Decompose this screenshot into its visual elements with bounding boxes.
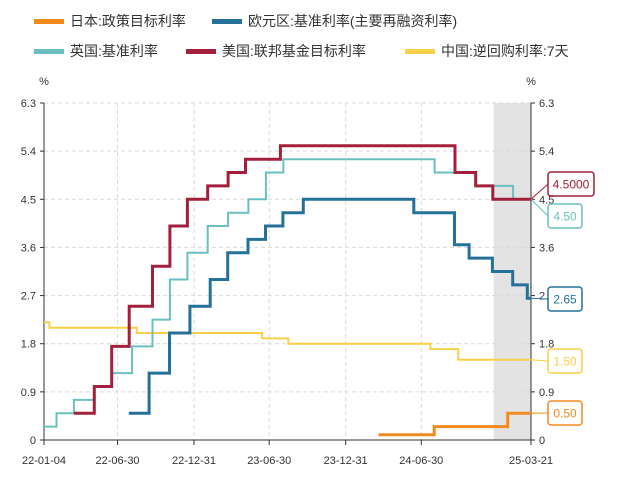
x-tick-label: 23-12-31 — [324, 455, 368, 467]
y-tick-label-left: 2.7 — [21, 291, 36, 303]
legend-label: 欧元区:基准利率(主要再融资利率) — [248, 13, 457, 29]
end-label-connector — [530, 359, 549, 362]
legend-item: 英国:基准利率 — [34, 43, 158, 59]
legend-label: 中国:逆回购利率:7天 — [441, 43, 569, 59]
legend-item: 日本:政策目标利率 — [34, 13, 186, 29]
end-label-box — [547, 171, 595, 197]
legend-swatch — [212, 19, 242, 24]
end-label-box — [547, 400, 583, 426]
y-tick-label-left: 1.8 — [21, 339, 36, 351]
end-label-connector — [530, 183, 549, 200]
series-line-0 — [378, 411, 531, 437]
end-label-text: 0.50 — [553, 407, 577, 421]
end-label-connector — [530, 198, 549, 217]
series-line-3 — [73, 144, 531, 415]
end-label-box — [547, 203, 583, 229]
x-tick-label: 24-06-30 — [399, 455, 443, 467]
grid-layer — [44, 102, 531, 440]
axis-layer: 0 00.9 0.91.8 1.82.7 2.73.6 3.64.5 4.55.4 5.46.… — [21, 76, 555, 467]
series-line-1 — [128, 197, 531, 415]
legend-label: 日本:政策目标利率 — [70, 13, 186, 29]
x-tick-label: 25-03-21 — [509, 455, 553, 467]
y-tick-label-left: 5.4 — [21, 146, 36, 158]
legend-label: 英国:基准利率 — [70, 43, 158, 59]
end-label-text: 2.65 — [553, 293, 577, 307]
end-label-text: 1.50 — [553, 355, 577, 369]
end-label-connector — [530, 297, 549, 300]
end-label-text: 4.5000 — [553, 178, 590, 192]
y-tick-label-right: 6.3 — [539, 98, 554, 110]
y-unit-left: % — [39, 76, 49, 88]
x-tick-label: 22-06-30 — [96, 455, 140, 467]
legend-swatch — [34, 49, 64, 54]
legend-item: 美国:联邦基金目标利率 — [186, 43, 366, 59]
y-tick-label-left: 6.3 — [21, 98, 36, 110]
legend-label: 美国:联邦基金目标利率 — [222, 43, 366, 59]
legend: 日本:政策目标利率 欧元区:基准利率(主要再融资利率) 英国:基准利率 美国:联邦基金… — [34, 13, 569, 59]
y-tick-label-right: 5.4 — [539, 146, 554, 158]
y-unit-right: % — [526, 76, 536, 88]
legend-swatch — [34, 19, 64, 24]
y-tick-label-right: 0.9 — [539, 387, 554, 399]
y-tick-label-right: 0 — [539, 435, 545, 447]
x-tick-label: 23-06-30 — [247, 455, 291, 467]
y-tick-label-right: 1.8 — [539, 339, 554, 351]
end-label-text: 4.50 — [553, 210, 577, 224]
legend-swatch — [186, 49, 216, 54]
end-label-box — [547, 348, 583, 374]
x-tick-label: 22-12-31 — [172, 455, 216, 467]
legend-swatch — [405, 49, 435, 54]
y-tick-label-left: 0 — [30, 435, 36, 447]
y-tick-label-left: 0.9 — [21, 387, 36, 399]
end-label-box — [547, 286, 583, 312]
series-line-4 — [44, 321, 531, 361]
y-tick-label-right: 3.6 — [539, 242, 554, 254]
x-tick-label: 22-01-04 — [22, 455, 66, 467]
legend-item: 中国:逆回购利率:7天 — [405, 43, 569, 59]
y-tick-label-left: 3.6 — [21, 242, 36, 254]
series-layer — [44, 144, 531, 437]
end-label-layer: 4.5000 4.50 2.65 1.50 0.50 — [530, 171, 595, 426]
legend-item: 欧元区:基准利率(主要再融资利率) — [212, 13, 457, 29]
y-tick-label-left: 4.5 — [21, 194, 36, 206]
